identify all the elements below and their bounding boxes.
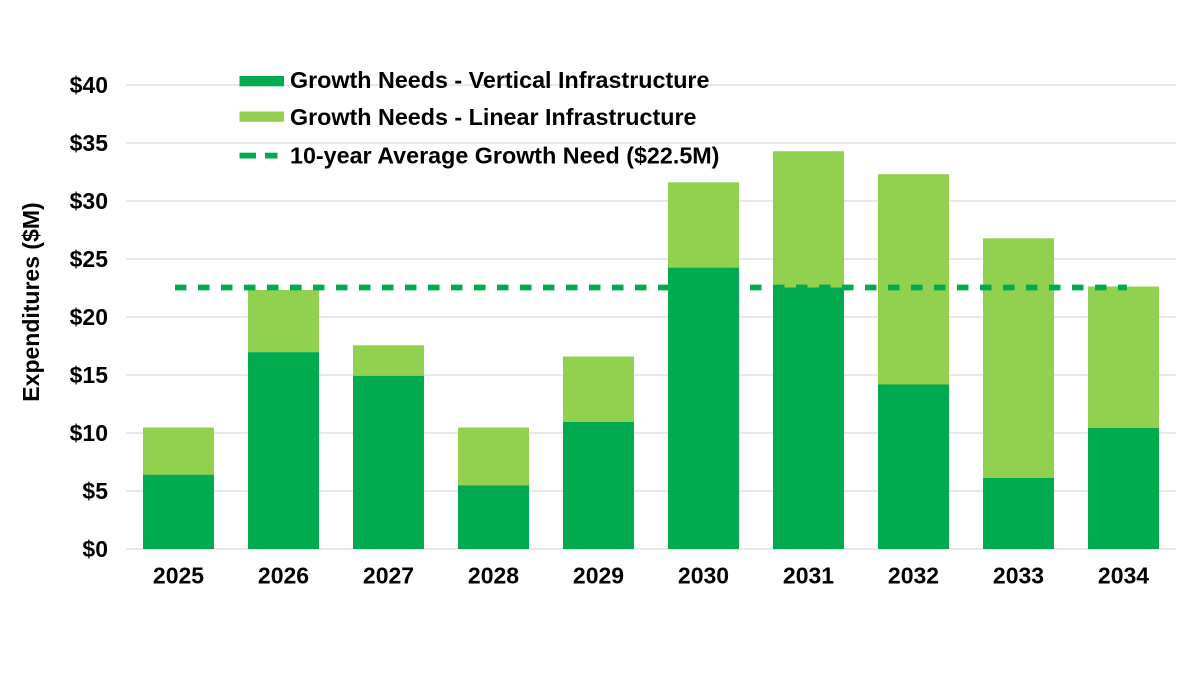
svg-text:2029: 2029 xyxy=(573,563,624,589)
svg-text:$25: $25 xyxy=(70,246,109,272)
svg-text:2027: 2027 xyxy=(363,563,414,589)
svg-text:2028: 2028 xyxy=(468,563,519,589)
svg-text:$20: $20 xyxy=(70,304,108,330)
svg-text:2033: 2033 xyxy=(993,563,1044,589)
svg-text:$0: $0 xyxy=(82,536,108,562)
svg-text:Expenditures ($M): Expenditures ($M) xyxy=(18,202,44,401)
svg-text:$15: $15 xyxy=(70,362,109,388)
svg-text:$30: $30 xyxy=(70,188,108,214)
svg-text:$35: $35 xyxy=(70,130,109,156)
svg-text:2031: 2031 xyxy=(783,563,834,589)
svg-text:$5: $5 xyxy=(82,478,108,504)
svg-text:2026: 2026 xyxy=(258,563,309,589)
svg-text:2034: 2034 xyxy=(1098,563,1149,589)
svg-text:2025: 2025 xyxy=(153,563,204,589)
svg-text:Growth Needs - Vertical Infras: Growth Needs - Vertical Infrastructure xyxy=(290,67,710,93)
svg-text:$10: $10 xyxy=(70,420,108,446)
svg-text:Growth Needs - Linear Infrastr: Growth Needs - Linear Infrastructure xyxy=(290,104,697,130)
svg-text:2030: 2030 xyxy=(678,563,729,589)
svg-text:10-year Average Growth Need ($: 10-year Average Growth Need ($22.5M) xyxy=(290,143,719,169)
svg-text:2032: 2032 xyxy=(888,563,939,589)
svg-text:$40: $40 xyxy=(70,72,108,98)
